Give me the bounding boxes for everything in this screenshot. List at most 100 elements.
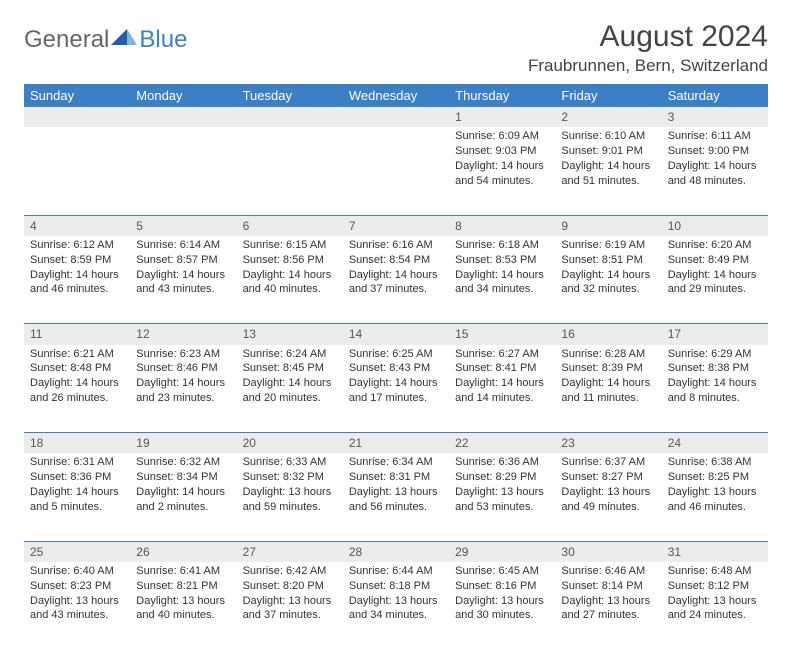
day-number-cell: 3: [662, 107, 768, 127]
day-cell-body: Sunrise: 6:32 AMSunset: 8:34 PMDaylight:…: [130, 453, 236, 520]
sunrise-line: Sunrise: 6:11 AM: [668, 129, 762, 144]
day-cell: Sunrise: 6:27 AMSunset: 8:41 PMDaylight:…: [449, 345, 555, 433]
day-cell: Sunrise: 6:23 AMSunset: 8:46 PMDaylight:…: [130, 345, 236, 433]
brand-logo: General Blue: [24, 20, 187, 54]
location-text: Fraubrunnen, Bern, Switzerland: [528, 56, 768, 76]
day-cell-body: Sunrise: 6:34 AMSunset: 8:31 PMDaylight:…: [343, 453, 449, 520]
sunrise-line: Sunrise: 6:24 AM: [243, 347, 337, 362]
day-cell-body: Sunrise: 6:19 AMSunset: 8:51 PMDaylight:…: [555, 236, 661, 303]
day-number-cell: 23: [555, 433, 661, 454]
day-cell-body: Sunrise: 6:41 AMSunset: 8:21 PMDaylight:…: [130, 562, 236, 629]
sunset-line: Sunset: 8:48 PM: [30, 361, 124, 376]
day-number-row: 123: [24, 107, 768, 127]
day-number-cell: 5: [130, 215, 236, 236]
daylight-line: Daylight: 14 hours and 8 minutes.: [668, 376, 762, 406]
weekday-header: Friday: [555, 84, 661, 107]
daylight-line: Daylight: 14 hours and 11 minutes.: [561, 376, 655, 406]
daylight-line: Daylight: 13 hours and 40 minutes.: [136, 594, 230, 624]
daylight-line: Daylight: 14 hours and 29 minutes.: [668, 268, 762, 298]
sunrise-line: Sunrise: 6:15 AM: [243, 238, 337, 253]
sunset-line: Sunset: 8:49 PM: [668, 253, 762, 268]
day-cell: Sunrise: 6:40 AMSunset: 8:23 PMDaylight:…: [24, 562, 130, 650]
day-cell: Sunrise: 6:34 AMSunset: 8:31 PMDaylight:…: [343, 453, 449, 541]
sunset-line: Sunset: 8:54 PM: [349, 253, 443, 268]
sunset-line: Sunset: 8:25 PM: [668, 470, 762, 485]
day-number-row: 11121314151617: [24, 324, 768, 345]
weekday-header: Tuesday: [237, 84, 343, 107]
sunset-line: Sunset: 8:41 PM: [455, 361, 549, 376]
day-cell: [130, 127, 236, 215]
day-cell: Sunrise: 6:11 AMSunset: 9:00 PMDaylight:…: [662, 127, 768, 215]
day-cell-body: Sunrise: 6:25 AMSunset: 8:43 PMDaylight:…: [343, 345, 449, 412]
weekday-header: Sunday: [24, 84, 130, 107]
day-cell: Sunrise: 6:32 AMSunset: 8:34 PMDaylight:…: [130, 453, 236, 541]
daylight-line: Daylight: 14 hours and 20 minutes.: [243, 376, 337, 406]
daylight-line: Daylight: 14 hours and 54 minutes.: [455, 159, 549, 189]
day-cell: Sunrise: 6:09 AMSunset: 9:03 PMDaylight:…: [449, 127, 555, 215]
day-cell: Sunrise: 6:45 AMSunset: 8:16 PMDaylight:…: [449, 562, 555, 650]
day-cell: Sunrise: 6:37 AMSunset: 8:27 PMDaylight:…: [555, 453, 661, 541]
day-cell-body: Sunrise: 6:28 AMSunset: 8:39 PMDaylight:…: [555, 345, 661, 412]
daylight-line: Daylight: 13 hours and 56 minutes.: [349, 485, 443, 515]
day-cell: Sunrise: 6:19 AMSunset: 8:51 PMDaylight:…: [555, 236, 661, 324]
day-cell-body: Sunrise: 6:20 AMSunset: 8:49 PMDaylight:…: [662, 236, 768, 303]
day-number-cell: 27: [237, 541, 343, 562]
day-cell: Sunrise: 6:29 AMSunset: 8:38 PMDaylight:…: [662, 345, 768, 433]
day-number-cell: [130, 107, 236, 127]
sunset-line: Sunset: 8:45 PM: [243, 361, 337, 376]
daylight-line: Daylight: 14 hours and 32 minutes.: [561, 268, 655, 298]
weekday-header: Thursday: [449, 84, 555, 107]
week-row: Sunrise: 6:09 AMSunset: 9:03 PMDaylight:…: [24, 127, 768, 215]
sunrise-line: Sunrise: 6:37 AM: [561, 455, 655, 470]
day-number-cell: 2: [555, 107, 661, 127]
day-cell: Sunrise: 6:38 AMSunset: 8:25 PMDaylight:…: [662, 453, 768, 541]
daylight-line: Daylight: 14 hours and 23 minutes.: [136, 376, 230, 406]
month-title: August 2024: [528, 20, 768, 54]
day-number-cell: 9: [555, 215, 661, 236]
day-cell-body: Sunrise: 6:45 AMSunset: 8:16 PMDaylight:…: [449, 562, 555, 629]
sunset-line: Sunset: 9:01 PM: [561, 144, 655, 159]
day-cell-body: Sunrise: 6:09 AMSunset: 9:03 PMDaylight:…: [449, 127, 555, 194]
day-cell-body: Sunrise: 6:12 AMSunset: 8:59 PMDaylight:…: [24, 236, 130, 303]
day-cell: [237, 127, 343, 215]
day-number-cell: 18: [24, 433, 130, 454]
day-cell: Sunrise: 6:48 AMSunset: 8:12 PMDaylight:…: [662, 562, 768, 650]
sunrise-line: Sunrise: 6:45 AM: [455, 564, 549, 579]
weekday-header: Saturday: [662, 84, 768, 107]
day-cell-body: Sunrise: 6:46 AMSunset: 8:14 PMDaylight:…: [555, 562, 661, 629]
day-cell-body: Sunrise: 6:38 AMSunset: 8:25 PMDaylight:…: [662, 453, 768, 520]
daylight-line: Daylight: 14 hours and 2 minutes.: [136, 485, 230, 515]
sunset-line: Sunset: 8:53 PM: [455, 253, 549, 268]
sunset-line: Sunset: 8:23 PM: [30, 579, 124, 594]
sunset-line: Sunset: 8:31 PM: [349, 470, 443, 485]
daylight-line: Daylight: 14 hours and 43 minutes.: [136, 268, 230, 298]
sunset-line: Sunset: 8:57 PM: [136, 253, 230, 268]
daylight-line: Daylight: 14 hours and 34 minutes.: [455, 268, 549, 298]
day-number-cell: 19: [130, 433, 236, 454]
week-row: Sunrise: 6:31 AMSunset: 8:36 PMDaylight:…: [24, 453, 768, 541]
sunset-line: Sunset: 9:03 PM: [455, 144, 549, 159]
day-cell-body: Sunrise: 6:23 AMSunset: 8:46 PMDaylight:…: [130, 345, 236, 412]
day-number-cell: 21: [343, 433, 449, 454]
daylight-line: Daylight: 13 hours and 34 minutes.: [349, 594, 443, 624]
daylight-line: Daylight: 13 hours and 37 minutes.: [243, 594, 337, 624]
sunset-line: Sunset: 8:18 PM: [349, 579, 443, 594]
day-number-cell: 4: [24, 215, 130, 236]
day-cell-body: Sunrise: 6:16 AMSunset: 8:54 PMDaylight:…: [343, 236, 449, 303]
brand-triangle-icon: [111, 26, 137, 54]
day-number-cell: 6: [237, 215, 343, 236]
day-number-cell: 28: [343, 541, 449, 562]
day-number-cell: 10: [662, 215, 768, 236]
day-cell-body: Sunrise: 6:11 AMSunset: 9:00 PMDaylight:…: [662, 127, 768, 194]
daylight-line: Daylight: 14 hours and 51 minutes.: [561, 159, 655, 189]
brand-part1: General: [24, 26, 109, 54]
sunrise-line: Sunrise: 6:14 AM: [136, 238, 230, 253]
sunrise-line: Sunrise: 6:12 AM: [30, 238, 124, 253]
day-number-row: 45678910: [24, 215, 768, 236]
sunrise-line: Sunrise: 6:33 AM: [243, 455, 337, 470]
sunrise-line: Sunrise: 6:09 AM: [455, 129, 549, 144]
day-number-cell: 30: [555, 541, 661, 562]
sunset-line: Sunset: 8:36 PM: [30, 470, 124, 485]
day-cell: Sunrise: 6:31 AMSunset: 8:36 PMDaylight:…: [24, 453, 130, 541]
sunset-line: Sunset: 8:27 PM: [561, 470, 655, 485]
